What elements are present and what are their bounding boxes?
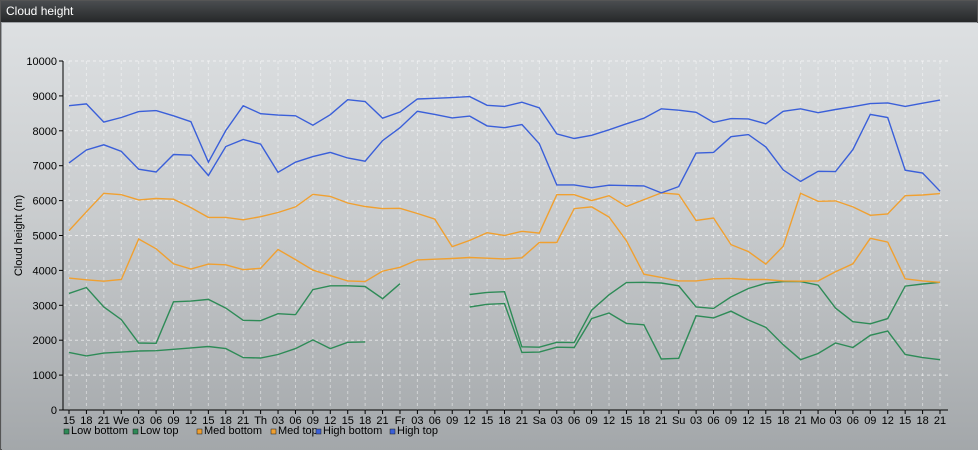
y-tick-label: 3000 — [33, 300, 57, 312]
x-tick-label: 18 — [220, 415, 232, 427]
series-line-low-top — [469, 280, 941, 348]
x-tick-label: 12 — [603, 415, 615, 427]
x-tick-label: We — [113, 415, 129, 427]
x-tick-label: 03 — [690, 415, 702, 427]
x-tick-label: 12 — [464, 415, 476, 427]
y-tick-label: 5000 — [33, 231, 57, 243]
x-tick-label: 09 — [585, 415, 597, 427]
x-tick-label: 15 — [760, 415, 772, 427]
legend-swatch-low-bottom[interactable] — [63, 428, 70, 435]
x-tick-label: 12 — [882, 415, 894, 427]
x-tick-label: 06 — [707, 415, 719, 427]
x-tick-label: 09 — [864, 415, 876, 427]
legend-swatch-high-bottom[interactable] — [315, 428, 322, 435]
chart-panel: 0 1000 2000 3000 4000 5000 6000 7000 8000 9000 100… — [2, 23, 978, 450]
x-tick-label: 18 — [498, 415, 510, 427]
legend-label-med-top[interactable]: Med top — [278, 425, 318, 437]
x-tick-label: 15 — [481, 415, 493, 427]
y-tick-label: 6000 — [33, 196, 57, 208]
legend-swatch-high-top[interactable] — [389, 428, 396, 435]
x-tick-label: 21 — [934, 415, 946, 427]
x-tick-label: 06 — [847, 415, 859, 427]
x-tick-label: 21 — [98, 415, 110, 427]
window-title: Cloud height — [1, 1, 977, 22]
x-tick-label: 18 — [359, 415, 371, 427]
series-line-low-bottom — [68, 339, 366, 359]
y-tick-label: 2000 — [33, 335, 57, 347]
y-tick-label: 4000 — [33, 265, 57, 277]
x-tick-label: 06 — [289, 415, 301, 427]
x-tick-label: 21 — [516, 415, 528, 427]
legend-label-high-bottom[interactable]: High bottom — [323, 425, 382, 437]
x-tick-label: Su — [672, 415, 685, 427]
series-line-med-top — [68, 192, 941, 266]
x-tick-label: Mo — [810, 415, 825, 427]
x-tick-label: 18 — [916, 415, 928, 427]
legend-swatch-med-bottom[interactable] — [196, 428, 203, 435]
x-tick-label: 06 — [568, 415, 580, 427]
x-tick-label: 03 — [551, 415, 563, 427]
x-tick-label: 21 — [795, 415, 807, 427]
x-tick-label: 03 — [411, 415, 423, 427]
x-tick-label: 18 — [80, 415, 92, 427]
x-tick-label: 15 — [899, 415, 911, 427]
x-tick-label: 06 — [150, 415, 162, 427]
y-tick-label: 8000 — [33, 126, 57, 138]
x-tick-label: Th — [254, 415, 267, 427]
x-tick-label: 12 — [185, 415, 197, 427]
y-tick-label: 9000 — [33, 91, 57, 103]
series-line-high-top — [68, 95, 941, 164]
x-tick-label: 18 — [638, 415, 650, 427]
y-tick-label: 7000 — [33, 161, 57, 173]
x-tick-label: Fr — [395, 415, 406, 427]
x-tick-label: 21 — [376, 415, 388, 427]
x-tick-label: 18 — [777, 415, 789, 427]
x-tick-label: 06 — [429, 415, 441, 427]
cloud-height-chart: 0 1000 2000 3000 4000 5000 6000 7000 8000 9000 100… — [13, 56, 948, 437]
legend-swatch-low-top[interactable] — [132, 428, 139, 435]
x-tick-label: 21 — [655, 415, 667, 427]
x-tick-label: 09 — [167, 415, 179, 427]
x-tick-label: 12 — [742, 415, 754, 427]
x-tick-label: 09 — [725, 415, 737, 427]
series-line-high-bottom — [68, 110, 941, 194]
series-line-med-bottom — [68, 206, 941, 283]
x-tick-label: 03 — [133, 415, 145, 427]
x-tick-label: 15 — [63, 415, 75, 427]
x-tick-label: 09 — [307, 415, 319, 427]
legend-label-med-bottom[interactable]: Med bottom — [204, 425, 262, 437]
legend-label-low-top[interactable]: Low top — [140, 425, 179, 437]
series-line-low-top — [68, 283, 401, 345]
x-tick-label: 12 — [324, 415, 336, 427]
x-tick-label: 03 — [272, 415, 284, 427]
y-axis-title: Cloud height (m) — [13, 195, 25, 276]
y-tick-label: 1000 — [33, 370, 57, 382]
x-tick-label: 21 — [237, 415, 249, 427]
series-line-low-bottom — [469, 302, 941, 361]
x-tick-label: 09 — [446, 415, 458, 427]
legend-swatch-med-top[interactable] — [270, 428, 277, 435]
x-tick-label: Sa — [533, 415, 547, 427]
x-tick-label: 03 — [829, 415, 841, 427]
y-tick-label: 10000 — [26, 56, 57, 68]
x-tick-label: 15 — [342, 415, 354, 427]
x-tick-label: 15 — [620, 415, 632, 427]
legend-label-high-top[interactable]: High top — [397, 425, 438, 437]
y-tick-label: 0 — [51, 405, 57, 417]
legend-label-low-bottom[interactable]: Low bottom — [71, 425, 128, 437]
x-tick-label: 15 — [202, 415, 214, 427]
